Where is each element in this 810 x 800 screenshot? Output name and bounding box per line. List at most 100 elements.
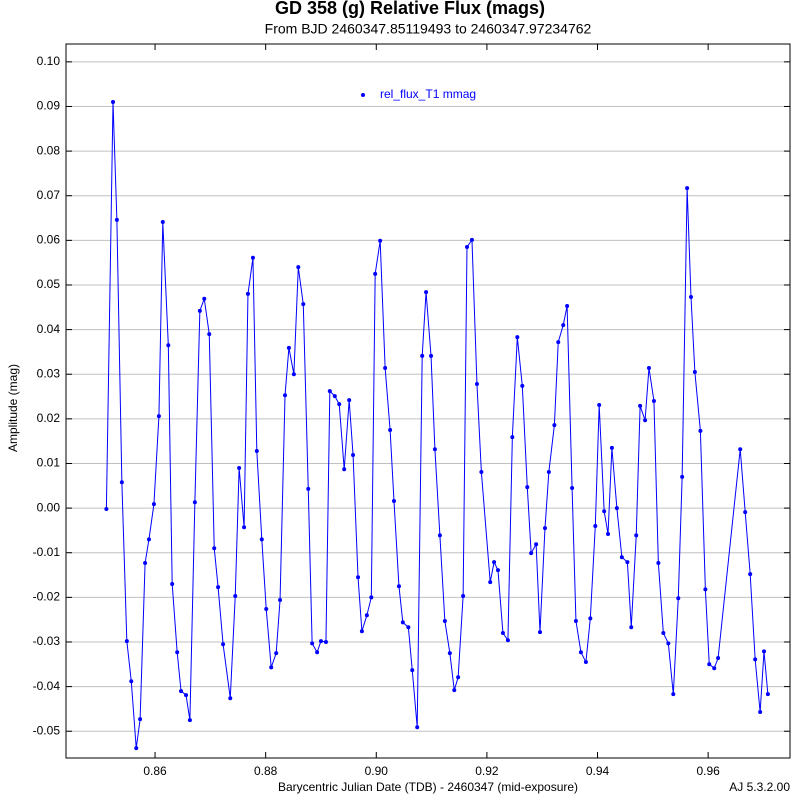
data-point: [245, 291, 250, 296]
data-point: [500, 631, 505, 636]
data-point: [378, 238, 383, 243]
data-point: [707, 662, 712, 667]
data-point: [269, 665, 274, 670]
data-point: [542, 526, 547, 531]
data-point: [221, 642, 226, 647]
data-point: [254, 448, 259, 453]
data-point: [278, 598, 283, 603]
data-point: [488, 580, 493, 585]
data-point: [410, 668, 415, 673]
data-point: [347, 398, 352, 403]
data-point: [119, 480, 124, 485]
x-tick-label: 0.96: [696, 764, 720, 778]
data-point: [420, 353, 425, 358]
data-point: [143, 560, 148, 565]
data-point: [359, 629, 364, 634]
data-point: [286, 345, 291, 350]
data-point: [151, 502, 156, 507]
y-tick-label: -0.05: [33, 723, 61, 737]
data-point: [250, 255, 255, 260]
data-point: [546, 469, 551, 474]
data-point: [138, 717, 143, 722]
data-point: [342, 467, 347, 472]
data-point: [228, 696, 233, 701]
y-tick-label: -0.02: [33, 590, 61, 604]
data-point: [415, 725, 420, 730]
data-point: [383, 365, 388, 370]
y-tick-label: -0.01: [33, 545, 61, 559]
data-point: [406, 625, 411, 630]
data-point: [753, 657, 758, 662]
y-tick-label: 0.00: [37, 500, 61, 514]
y-tick-label: 0.08: [37, 143, 61, 157]
data-point: [565, 303, 570, 308]
data-point: [515, 335, 520, 340]
y-tick-label: -0.04: [33, 679, 61, 693]
chart-title: GD 358 (g) Relative Flux (mags): [275, 0, 545, 18]
data-point: [264, 606, 269, 611]
data-point: [301, 302, 306, 307]
data-point: [175, 650, 180, 655]
data-point: [242, 525, 247, 530]
data-point: [296, 265, 301, 270]
data-point: [114, 217, 119, 222]
data-point: [134, 746, 139, 751]
data-point: [561, 323, 566, 328]
data-point: [703, 587, 708, 592]
data-point: [688, 295, 693, 300]
data-point: [356, 575, 361, 580]
data-point: [216, 585, 221, 590]
data-point: [597, 403, 602, 408]
data-point: [318, 639, 323, 644]
data-point: [391, 498, 396, 503]
data-point: [184, 693, 189, 698]
y-tick-label: 0.05: [37, 277, 61, 291]
y-tick-label: 0.06: [37, 233, 61, 247]
data-point: [552, 423, 557, 428]
data-point: [197, 308, 202, 313]
data-point: [396, 584, 401, 589]
data-point: [748, 572, 753, 577]
data-point: [373, 271, 378, 276]
data-point: [461, 594, 466, 599]
y-tick-label: 0.02: [37, 411, 61, 425]
data-point: [429, 353, 434, 358]
data-point: [534, 542, 539, 547]
series-line: [105, 101, 769, 749]
data-point: [283, 393, 288, 398]
data-point: [593, 523, 598, 528]
data-point: [192, 500, 197, 505]
data-point: [212, 546, 217, 551]
data-point: [525, 485, 530, 490]
data-point: [643, 418, 648, 423]
data-point: [666, 641, 671, 646]
data-point: [712, 666, 717, 671]
data-point: [505, 638, 510, 643]
y-tick-label: -0.03: [33, 634, 61, 648]
data-point: [179, 689, 184, 694]
x-tick-label: 0.86: [143, 764, 167, 778]
data-point: [456, 675, 461, 680]
data-point: [680, 474, 685, 479]
data-point: [529, 551, 534, 556]
data-point: [625, 560, 630, 565]
data-point: [676, 596, 681, 601]
data-point: [400, 620, 405, 625]
data-point: [758, 710, 763, 715]
y-tick-label: 0.04: [37, 322, 61, 336]
data-point: [432, 447, 437, 452]
data-point: [738, 447, 743, 452]
data-point: [369, 595, 374, 600]
data-point: [327, 389, 332, 394]
data-point: [510, 435, 515, 440]
data-point: [479, 469, 484, 474]
data-point: [111, 100, 116, 105]
data-point: [166, 343, 171, 348]
data-point: [237, 465, 242, 470]
data-point: [474, 382, 479, 387]
data-point: [570, 486, 575, 491]
data-point: [187, 718, 192, 723]
data-point: [207, 332, 212, 337]
legend-label: rel_flux_T1 mmag: [380, 87, 476, 101]
